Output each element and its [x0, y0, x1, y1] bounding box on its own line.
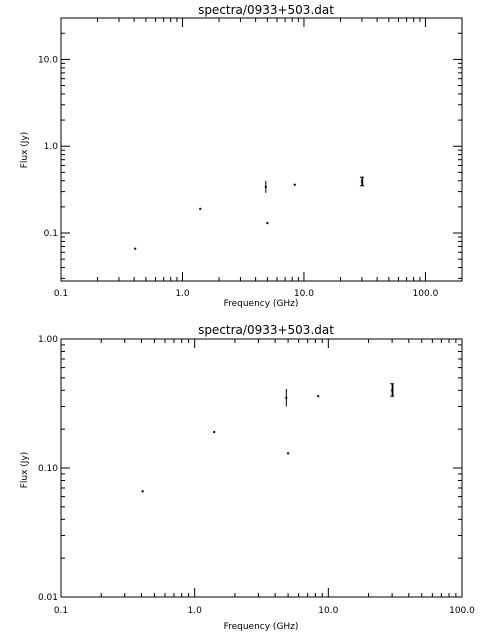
data-point — [264, 180, 267, 193]
data-point — [293, 183, 296, 186]
data-point — [134, 247, 137, 250]
data-point — [359, 176, 364, 187]
point-marker — [287, 452, 290, 455]
data-point — [266, 222, 269, 225]
point-marker — [285, 396, 288, 399]
point-marker — [293, 183, 296, 186]
point-marker — [199, 207, 202, 210]
y-axis-label: Flux (Jy) — [20, 452, 30, 489]
y-axis-label: Flux (Jy) — [20, 132, 30, 169]
x-tick-label: 10.0 — [318, 606, 338, 616]
data-point — [390, 383, 395, 397]
x-tick-label: 100.0 — [413, 289, 439, 299]
y-tick-label: 10.0 — [38, 55, 58, 65]
x-axis-label: Frequency (GHz) — [224, 299, 299, 309]
x-tick-label: 1.0 — [188, 606, 203, 616]
axis-ticks: 0.1 1.0 10.0 100.0 0.01 0.10 1.00 — [38, 335, 475, 616]
axis-ticks: 0.1 1.0 10.0 100.0 0.1 1.0 10.0 — [38, 17, 463, 299]
x-tick-label: 0.1 — [54, 606, 68, 616]
point-marker — [264, 185, 267, 188]
plot-frame — [60, 17, 463, 282]
x-tick-label: 0.1 — [54, 289, 68, 299]
point-marker — [134, 247, 137, 250]
data-point — [317, 395, 320, 398]
chart-top: spectra/0933+503.dat 0.1 1.0 10.0 100.0 0.1 1… — [20, 3, 463, 309]
point-marker — [213, 431, 216, 434]
point-marker — [317, 395, 320, 398]
point-marker — [360, 180, 363, 183]
y-tick-label: 0.10 — [38, 464, 58, 474]
data-marks — [134, 176, 364, 250]
point-marker — [391, 389, 394, 392]
point-marker — [141, 490, 144, 493]
chart-title: spectra/0933+503.dat — [198, 323, 334, 337]
chart-title: spectra/0933+503.dat — [198, 3, 334, 17]
data-point — [141, 490, 144, 493]
x-tick-label: 100.0 — [449, 606, 475, 616]
plot-frame — [60, 338, 463, 598]
x-axis-label: Frequency (GHz) — [224, 622, 299, 632]
y-tick-label: 1.00 — [38, 335, 58, 345]
x-tick-label: 10.0 — [294, 289, 314, 299]
data-point — [285, 388, 288, 407]
data-point — [287, 452, 290, 455]
y-tick-label: 1.0 — [44, 142, 59, 152]
y-tick-label: 0.01 — [38, 593, 58, 603]
point-marker — [266, 222, 269, 225]
chart-bottom: spectra/0933+503.dat 0.1 1.0 10.0 100.0 0.01… — [20, 323, 475, 632]
data-point — [199, 207, 202, 210]
y-tick-label: 0.1 — [44, 229, 58, 239]
data-point — [213, 431, 216, 434]
data-marks — [141, 383, 395, 493]
x-tick-label: 1.0 — [175, 289, 190, 299]
